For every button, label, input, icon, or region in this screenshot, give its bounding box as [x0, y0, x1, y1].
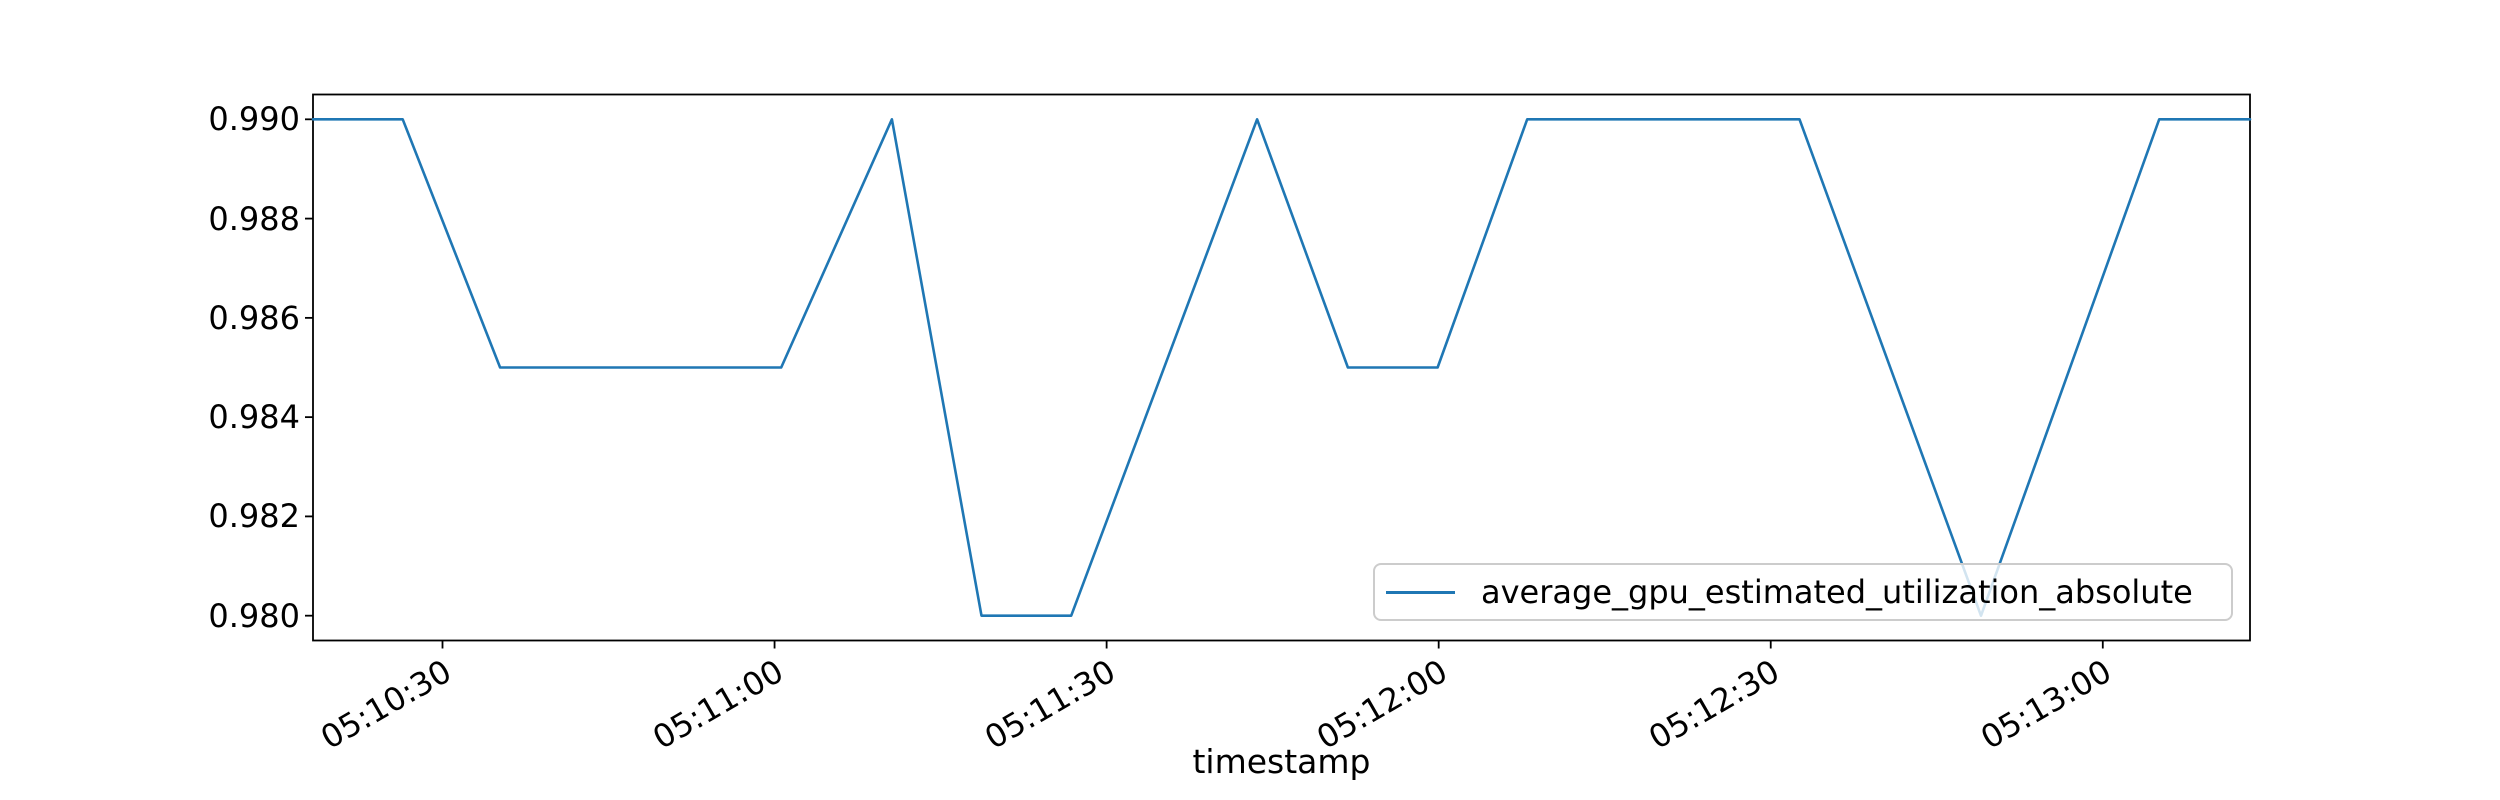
- y-tick-label: 0.986: [208, 298, 300, 337]
- legend-line-sample: [1386, 590, 1455, 594]
- y-tick-label: 0.990: [208, 100, 300, 139]
- y-tick-label: 0.984: [208, 398, 300, 437]
- y-tick-label: 0.980: [208, 596, 300, 635]
- x-axis-label: timestamp: [1192, 742, 1371, 781]
- legend-label: average_gpu_estimated_utilization_absolu…: [1481, 573, 2193, 611]
- legend: average_gpu_estimated_utilization_absolu…: [1373, 563, 2233, 621]
- plot-border: [312, 93, 2251, 642]
- y-tick-label: 0.988: [208, 199, 300, 238]
- series-line: [311, 118, 2252, 618]
- y-tick-label: 0.982: [208, 497, 300, 536]
